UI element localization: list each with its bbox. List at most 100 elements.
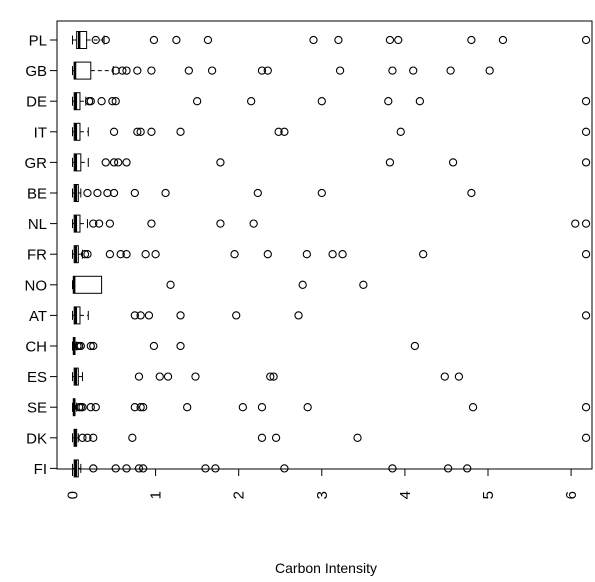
outlier-point	[385, 158, 395, 167]
outlier-point	[78, 433, 87, 442]
y-tick-label-nl: NL	[28, 216, 47, 233]
outlier-point	[91, 403, 100, 412]
y-tick-label-pl: PL	[29, 33, 47, 50]
outlier-point	[334, 35, 343, 45]
outlier-point	[109, 127, 119, 136]
outlier-point	[151, 250, 160, 259]
outlier-point	[338, 250, 347, 259]
outlier-point	[133, 66, 142, 75]
outlier-point	[136, 403, 145, 412]
outlier-point	[166, 280, 175, 289]
outlier-point	[176, 311, 185, 320]
outlier-point	[130, 311, 139, 320]
outlier-point	[105, 250, 115, 259]
y-tick-label-no: NO	[25, 277, 48, 294]
outlier-point	[130, 188, 139, 198]
outlier-point	[108, 97, 117, 106]
outlier-point	[263, 250, 272, 259]
outlier-point	[257, 433, 267, 442]
outlier-point	[103, 188, 112, 198]
box-body	[73, 153, 82, 172]
outlier-point	[93, 188, 102, 198]
outlier-point	[581, 35, 591, 45]
x-tick-label: 2	[231, 491, 248, 499]
box-body	[73, 61, 92, 80]
outlier-point	[138, 464, 148, 473]
outlier-point	[467, 35, 476, 45]
outlier-point	[161, 188, 170, 198]
outlier-point	[309, 35, 318, 45]
outlier-point	[122, 158, 131, 167]
outlier-point	[211, 464, 220, 473]
outlier-point	[76, 403, 85, 412]
outlier-point	[581, 433, 591, 442]
box-fi	[72, 459, 472, 478]
outlier-point	[111, 66, 120, 75]
outlier-point	[183, 403, 192, 412]
outlier-point	[122, 250, 131, 259]
outlier-point	[353, 433, 362, 442]
outlier-point	[101, 158, 110, 167]
box-fr	[72, 245, 591, 264]
outlier-point	[83, 188, 92, 198]
y-tick-label-es: ES	[27, 369, 47, 386]
outlier-point	[298, 280, 307, 289]
outlier-point	[581, 127, 591, 136]
outlier-point	[118, 66, 127, 75]
outlier-point	[385, 35, 395, 45]
box-body	[76, 31, 88, 49]
outlier-point	[303, 403, 312, 412]
outlier-point	[86, 403, 95, 412]
outlier-point	[571, 219, 580, 228]
outlier-point	[440, 372, 449, 381]
outlier-point	[274, 127, 283, 136]
y-tick-label-dk: DK	[26, 430, 47, 447]
outlier-point	[89, 464, 98, 473]
outlier-point	[280, 127, 289, 136]
outlier-point	[136, 311, 145, 320]
outlier-point	[317, 188, 326, 198]
outlier-point	[328, 250, 337, 259]
outlier-point	[232, 311, 241, 320]
outlier-point	[317, 97, 326, 106]
box-de	[72, 92, 591, 111]
outlier-point	[269, 372, 278, 381]
outlier-point	[203, 35, 213, 45]
outlier-point	[467, 188, 476, 198]
y-tick-label-ch: CH	[25, 339, 47, 356]
box-dk	[72, 428, 591, 447]
outlier-point	[86, 97, 95, 106]
outlier-point	[388, 66, 397, 75]
outlier-point	[410, 341, 420, 351]
outlier-point	[89, 219, 98, 228]
outlier-point	[271, 433, 281, 442]
boxes-layer	[72, 31, 591, 478]
outlier-point	[86, 341, 95, 351]
x-tick-label: 5	[480, 491, 497, 499]
outlier-point	[388, 464, 397, 473]
outlier-point	[109, 158, 119, 167]
outlier-point	[128, 433, 137, 442]
outlier-point	[207, 66, 217, 75]
box-no	[72, 275, 368, 294]
outlier-point	[141, 250, 150, 259]
outlier-point	[415, 97, 425, 106]
outlier-point	[581, 403, 591, 412]
box-ch	[72, 337, 420, 355]
outlier-point	[134, 464, 144, 473]
y-tick-label-fr: FR	[27, 247, 47, 264]
x-tick-label: 3	[314, 491, 331, 499]
outlier-point	[230, 250, 239, 259]
outlier-point	[105, 219, 115, 228]
outlier-point	[409, 66, 418, 75]
outlier-point	[101, 35, 110, 45]
y-tick-label-at: AT	[29, 308, 47, 325]
outlier-point	[91, 35, 100, 45]
outlier-point	[359, 280, 368, 289]
outlier-point	[247, 97, 256, 106]
outlier-point	[114, 158, 123, 167]
outlier-point	[485, 66, 494, 75]
outlier-point	[122, 464, 131, 473]
x-tick-label: 1	[148, 491, 165, 499]
